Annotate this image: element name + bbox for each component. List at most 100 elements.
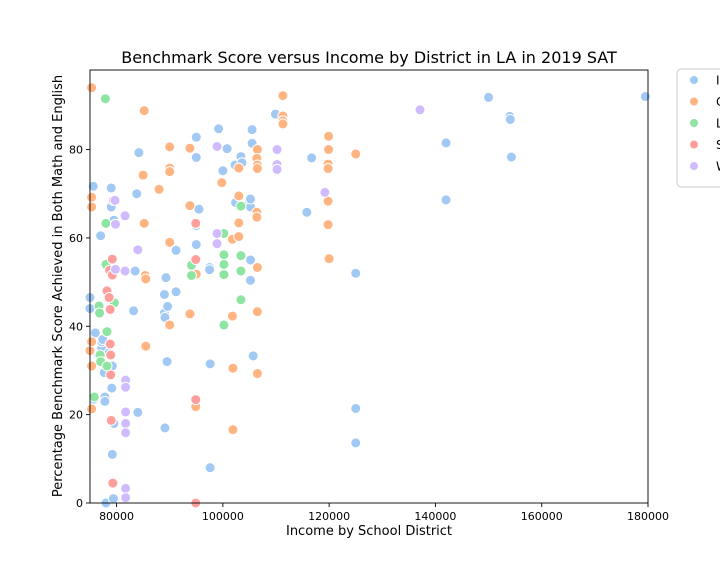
data-point (164, 166, 176, 178)
data-point (271, 163, 283, 175)
data-point (216, 177, 228, 189)
data-point (138, 217, 150, 229)
data-point (184, 200, 196, 212)
data-point (505, 151, 517, 163)
data-point (639, 91, 651, 103)
data-point (133, 147, 145, 159)
data-point (120, 417, 132, 429)
data-point (244, 193, 256, 205)
x-tick-label: 180000 (627, 510, 669, 523)
data-point (164, 236, 176, 248)
x-axis: 80000 100000 120000 140000 160000 180000 (99, 503, 669, 523)
data-point (110, 263, 122, 275)
data-point (233, 162, 245, 174)
data-point (323, 144, 335, 156)
data-point (350, 402, 362, 414)
data-point (161, 356, 173, 368)
plot-area (84, 82, 651, 509)
data-point (204, 462, 216, 474)
data-point (120, 381, 132, 393)
data-point (86, 82, 98, 94)
data-point (319, 186, 331, 198)
data-point (193, 203, 205, 215)
data-point (132, 244, 144, 256)
data-point (483, 91, 495, 103)
axes-frame (89, 69, 649, 504)
data-point (211, 238, 223, 250)
data-point (235, 294, 247, 306)
data-point (244, 254, 256, 266)
legend-label: C (716, 95, 720, 109)
data-point (120, 406, 132, 418)
data-point (190, 239, 202, 251)
data-point (211, 140, 223, 152)
data-point (504, 113, 516, 125)
data-point (86, 403, 98, 415)
data-point (104, 303, 116, 315)
series-I (84, 91, 651, 509)
data-point (233, 190, 245, 202)
data-point (119, 210, 131, 222)
x-tick-label: 80000 (99, 510, 134, 523)
data-point (138, 105, 150, 117)
data-point (170, 244, 182, 256)
data-point (160, 272, 172, 284)
data-point (218, 249, 230, 261)
data-point (306, 152, 318, 164)
data-point (120, 482, 132, 494)
data-point (226, 310, 238, 322)
data-point (119, 265, 131, 277)
y-tick-label: 60 (69, 232, 83, 245)
data-point (277, 118, 289, 130)
data-point (128, 305, 140, 317)
data-point (184, 308, 196, 320)
data-point (95, 230, 107, 242)
data-point (440, 137, 452, 149)
data-point (140, 340, 152, 352)
data-point (218, 319, 230, 331)
data-point (86, 336, 98, 348)
legend-label: L (716, 117, 720, 131)
data-point (107, 477, 119, 489)
data-point (164, 141, 176, 153)
data-point (440, 194, 452, 206)
data-point (94, 307, 106, 319)
data-point (211, 227, 223, 239)
data-point (190, 131, 202, 143)
data-point (204, 358, 216, 370)
y-tick-label: 20 (69, 409, 83, 422)
data-point (153, 183, 165, 195)
data-point (235, 250, 247, 262)
legend: ICLSW (676, 68, 720, 188)
data-point (105, 369, 117, 381)
data-point (106, 382, 118, 394)
data-point (164, 319, 176, 331)
x-axis-label: Income by School District (286, 524, 452, 539)
data-point (86, 201, 98, 213)
y-axis: 0 20 40 60 80 (69, 144, 90, 510)
data-point (414, 104, 426, 116)
data-point (105, 182, 117, 194)
data-point (204, 264, 216, 276)
legend-marker (689, 161, 699, 171)
legend-box (676, 68, 720, 188)
legend-label: I (716, 74, 720, 88)
legend-marker (689, 96, 699, 107)
data-point (277, 90, 289, 102)
series-C (84, 82, 362, 436)
data-point (247, 350, 259, 362)
data-point (170, 286, 182, 298)
legend-marker (689, 75, 699, 85)
data-point (99, 395, 111, 407)
series-L (88, 93, 247, 403)
data-point (105, 349, 117, 361)
data-point (120, 492, 132, 504)
data-point (86, 360, 98, 372)
data-point (106, 448, 118, 460)
data-point (190, 254, 202, 266)
data-point (132, 406, 144, 418)
legend-marker (689, 139, 699, 150)
data-point (131, 188, 143, 200)
data-point (88, 391, 100, 403)
